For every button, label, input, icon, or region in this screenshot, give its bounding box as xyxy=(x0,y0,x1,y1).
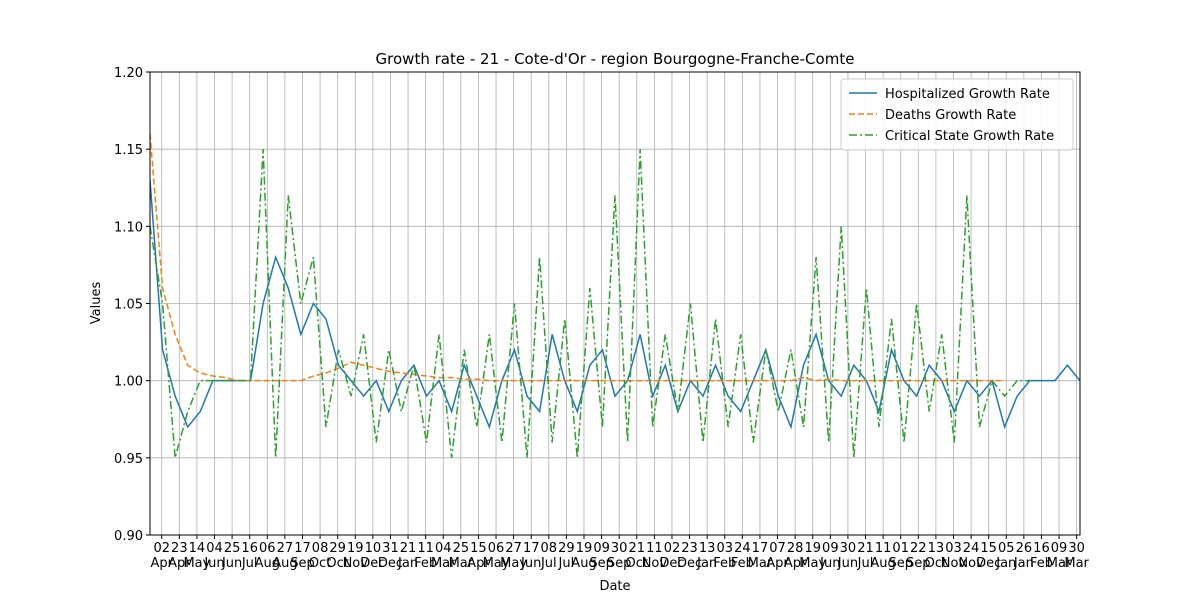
x-tick-label: 11 Feb xyxy=(414,541,437,571)
x-tick-label: 19 Nov xyxy=(343,541,369,571)
x-tick-label: 17 Mar xyxy=(748,541,773,571)
legend-label: Deaths Growth Rate xyxy=(885,108,1016,123)
x-tick-label: 01 Sep xyxy=(888,541,913,571)
x-tick-label: 06 May xyxy=(483,541,510,571)
x-tick-label: 09 Jun xyxy=(819,541,840,571)
x-tick-label: 25 Jun xyxy=(221,541,242,571)
y-tick-label: 1.20 xyxy=(114,66,143,81)
x-tick-label: 21 Jan xyxy=(397,541,418,571)
x-tick-label: 13 Oct xyxy=(925,541,947,571)
x-tick-label: 23 Apr xyxy=(168,541,191,571)
x-tick-label: 03 Nov xyxy=(941,541,967,571)
y-axis-label: Values xyxy=(89,282,104,325)
x-tick-label: 08 Oct xyxy=(309,541,331,571)
x-tick-label: 26 Jan xyxy=(1013,541,1034,571)
x-tick-label: 14 May xyxy=(183,541,210,571)
x-tick-label: 05 Jan xyxy=(995,541,1016,571)
x-tick-label: 09 Mar xyxy=(1047,541,1072,571)
x-tick-label: 29 Jul xyxy=(558,541,575,571)
y-tick-label: 1.00 xyxy=(114,375,143,390)
grid xyxy=(150,71,1080,536)
y-tick-label: 0.90 xyxy=(114,529,143,544)
x-tick-label: 29 Oct xyxy=(326,541,348,571)
x-tick-label: 19 Aug xyxy=(571,541,596,571)
x-tick-label: 06 Aug xyxy=(255,541,280,571)
legend: Hospitalized Growth Rate Deaths Growth Ra… xyxy=(840,78,1074,151)
x-tick-label: 09 Sep xyxy=(589,541,614,571)
y-tick-label: 1.05 xyxy=(114,298,143,313)
x-tick-label: 30 Jun xyxy=(837,541,858,571)
x-tick-label: 04 Jun xyxy=(203,541,224,571)
x-tick-label: 21 Jul xyxy=(857,541,874,571)
y-tick-label: 1.15 xyxy=(114,143,143,158)
x-tick-label: 30 Sep xyxy=(607,541,632,571)
data-line xyxy=(150,133,1005,382)
x-tick-label: 31 Dec xyxy=(378,541,403,571)
x-tick-label: 15 Dec xyxy=(976,541,1001,571)
x-tick-label: 17 Jun xyxy=(520,541,541,571)
x-tick-label: 13 Jan xyxy=(696,541,717,571)
x-tick-label: 08 Jul xyxy=(540,541,557,571)
x-tick-label: 02 Apr xyxy=(150,541,173,571)
x-tick-label: 15 Apr xyxy=(467,541,490,571)
x-tick-label: 07 Apr xyxy=(766,541,789,571)
chart-title: Growth rate - 21 - Cote-d'Or - region Bo… xyxy=(376,50,855,68)
x-tick-label: 16 Jul xyxy=(241,541,258,571)
x-tick-label: 27 Aug xyxy=(272,541,297,571)
x-tick-label: 24 Feb xyxy=(731,541,754,571)
x-tick-label: 22 Sep xyxy=(906,541,931,571)
plot-frame xyxy=(149,71,1081,536)
y-tick-label: 1.10 xyxy=(114,220,143,235)
y-tick-label: 0.95 xyxy=(114,452,143,467)
x-tick-label: 17 Sep xyxy=(290,541,315,571)
x-tick-label: 04 Mar xyxy=(431,541,456,571)
x-tick-label: 23 Dec xyxy=(677,541,702,571)
legend-box xyxy=(840,78,1074,151)
x-tick-label: 30 Mar xyxy=(1064,541,1089,571)
x-tick-label: 11 Nov xyxy=(642,541,668,571)
x-tick-label: 03 Feb xyxy=(713,541,736,571)
data-line xyxy=(150,149,1030,459)
legend-label: Critical State Growth Rate xyxy=(885,129,1054,144)
x-tick-label: 27 May xyxy=(500,541,527,571)
x-tick-label: 21 Oct xyxy=(626,541,648,571)
legend-label: Hospitalized Growth Rate xyxy=(885,87,1050,102)
x-tick-label: 11 Aug xyxy=(870,541,895,571)
x-tick-label: 24 Nov xyxy=(958,541,984,571)
x-axis-label: Date xyxy=(599,579,630,594)
x-tick-label: 10 Dec xyxy=(360,541,385,571)
x-tick-label: 19 May xyxy=(799,541,826,571)
x-tick-label: 02 Dec xyxy=(659,541,684,571)
x-tick-label: 28 Apr xyxy=(784,541,807,571)
x-tick-label: 25 Mar xyxy=(449,541,474,571)
x-tick-label: 16 Feb xyxy=(1030,541,1053,571)
